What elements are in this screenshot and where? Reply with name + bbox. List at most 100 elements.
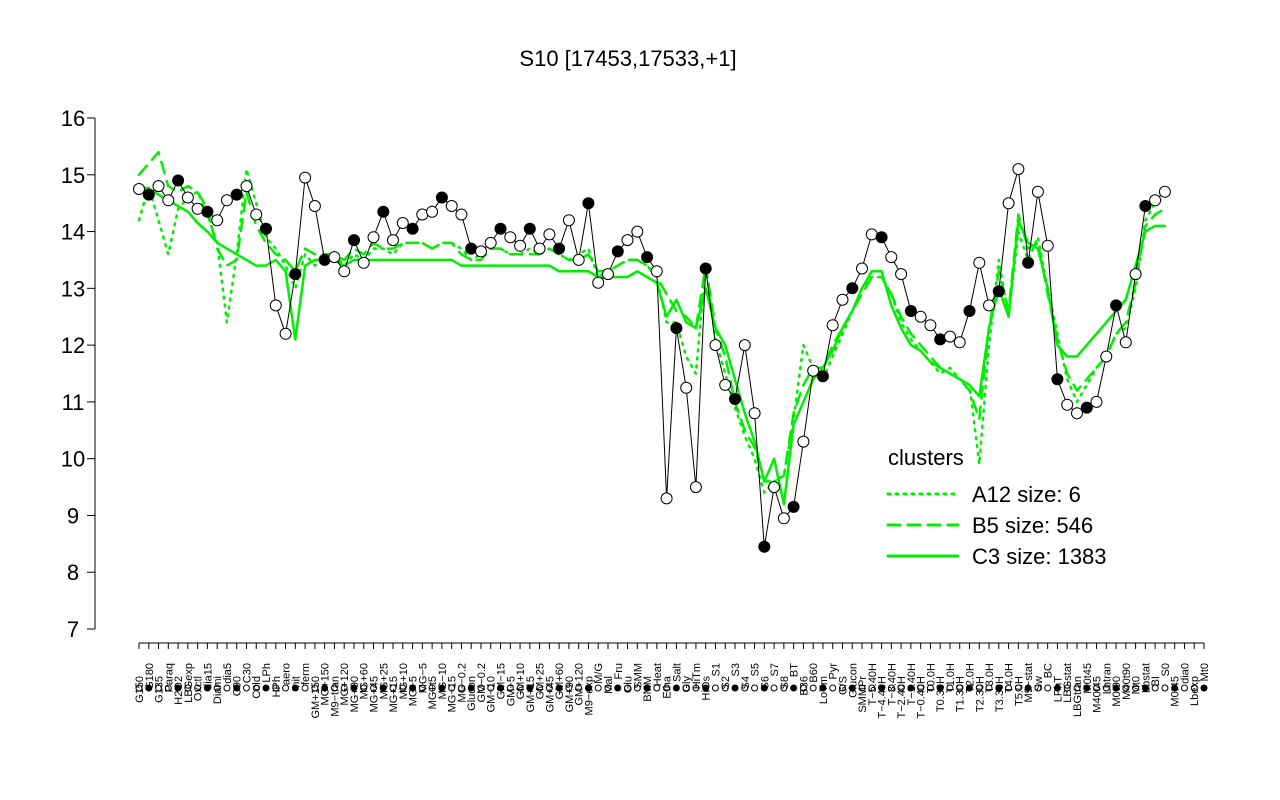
x-tick-label: MG+15 [388, 676, 400, 712]
x-tick-label: LPhT [1052, 676, 1064, 703]
x-tick-label: T0.30H [935, 676, 947, 712]
x-tick-label: S4 [740, 676, 752, 689]
data-point [875, 231, 888, 244]
data-point [289, 268, 302, 281]
x-tick-label: MG+45 [369, 676, 381, 712]
legend-label: B5 size: 546 [972, 513, 1093, 538]
data-point [973, 256, 986, 269]
x-tick-label: Diami [212, 676, 224, 704]
x-tick-label: M0t90 [1111, 676, 1123, 707]
x-rug-mark [1112, 684, 1120, 692]
x-tick-label: T−4.40H [877, 676, 889, 719]
data-point [1110, 299, 1123, 312]
x-rug-mark [946, 684, 954, 692]
legend: clusters A12 size: 6 B5 size: 546 C3 size: … [886, 445, 1107, 569]
data-point [963, 305, 976, 317]
x-tick-label: HiTm [691, 663, 703, 689]
data-point [689, 481, 702, 494]
x-rug-mark [829, 684, 837, 692]
data-point [621, 234, 634, 247]
axes: 78910111213141516G150G180G135ParaqH2O2LB… [61, 106, 1211, 719]
x-rug-mark [751, 684, 759, 692]
data-point [152, 180, 165, 193]
x-tick-label: G150 [134, 676, 146, 703]
x-rug-mark [721, 684, 729, 692]
x-rug-mark [1063, 684, 1071, 692]
x-tick-label: GM+10 [515, 663, 527, 699]
x-rug-mark [350, 684, 358, 692]
x-tick-label: GM−15 [496, 663, 508, 699]
x-rug-mark [1053, 684, 1061, 692]
data-point [983, 299, 995, 312]
x-rug-mark [1132, 684, 1140, 692]
x-rug-mark [858, 684, 866, 692]
x-rug-mark [330, 684, 338, 692]
data-point [133, 183, 145, 195]
x-rug-mark [545, 684, 553, 692]
x-rug-mark [252, 684, 260, 692]
x-rug-mark [1180, 684, 1188, 692]
x-rug-mark [575, 684, 583, 692]
data-point [465, 242, 478, 255]
data-point [1022, 256, 1035, 269]
x-rug-mark [966, 684, 974, 692]
x-tick-label: T3.0H [984, 663, 996, 693]
x-rug-mark [145, 684, 153, 692]
x-rug-mark [975, 684, 983, 692]
x-tick-label: Sw [1033, 676, 1045, 691]
x-tick-label: T5.0H [1013, 676, 1025, 706]
x-tick-label: Glucon [847, 663, 859, 698]
cluster-line-C3 [137, 184, 1167, 506]
x-tick-label: T1.0H [945, 663, 957, 693]
x-rug-mark [702, 684, 710, 692]
data-point [797, 435, 810, 448]
data-point [904, 305, 917, 317]
data-point [670, 322, 683, 335]
x-rug-mark [926, 684, 934, 692]
x-tick-label: Mt0 [1199, 663, 1211, 681]
data-point [807, 364, 820, 377]
data-point [260, 222, 272, 235]
x-tick-label: MG−10 [437, 663, 449, 699]
x-rug-mark [282, 684, 290, 692]
x-rug-mark [604, 684, 612, 692]
data-point [660, 492, 673, 505]
x-tick-label: GM+150 [310, 676, 322, 719]
x-rug-mark [741, 684, 749, 692]
x-tick-label: Fru [613, 663, 625, 680]
x-tick-label: LBGtran [1072, 676, 1084, 717]
x-tick-label: LoTm [818, 676, 830, 704]
x-rug-mark [1161, 684, 1169, 692]
x-tick-label: Mt0 [1131, 676, 1143, 694]
data-point [836, 293, 849, 306]
data-point [1061, 398, 1074, 411]
data-point [494, 222, 507, 235]
x-rug-mark [184, 684, 192, 692]
data-point [484, 236, 497, 249]
data-point [504, 231, 517, 244]
data-point [865, 228, 878, 241]
x-rug-mark [1073, 684, 1081, 692]
x-tick-label: ferm [300, 663, 312, 685]
data-point [768, 481, 781, 494]
x-tick-label: S7 [769, 663, 781, 676]
x-rug-mark [711, 684, 719, 692]
data-point [631, 225, 644, 238]
x-tick-label: Lbstat [1140, 663, 1152, 693]
data-point [1158, 185, 1171, 198]
data-point [719, 378, 732, 391]
x-tick-label: nit [290, 676, 302, 688]
x-tick-label: B36 [798, 676, 810, 696]
data-point [435, 191, 448, 204]
data-point [455, 208, 468, 221]
x-rug-mark [1024, 684, 1032, 692]
y-tick-label: 13 [61, 276, 85, 301]
x-rug-mark [1200, 684, 1208, 692]
x-tick-label: GM+45 [544, 676, 556, 712]
x-rug-mark [155, 684, 163, 692]
data-point [611, 245, 624, 258]
data-point [944, 330, 956, 343]
x-rug-mark [1171, 684, 1179, 692]
data-point [826, 319, 839, 332]
data-point [211, 214, 224, 227]
